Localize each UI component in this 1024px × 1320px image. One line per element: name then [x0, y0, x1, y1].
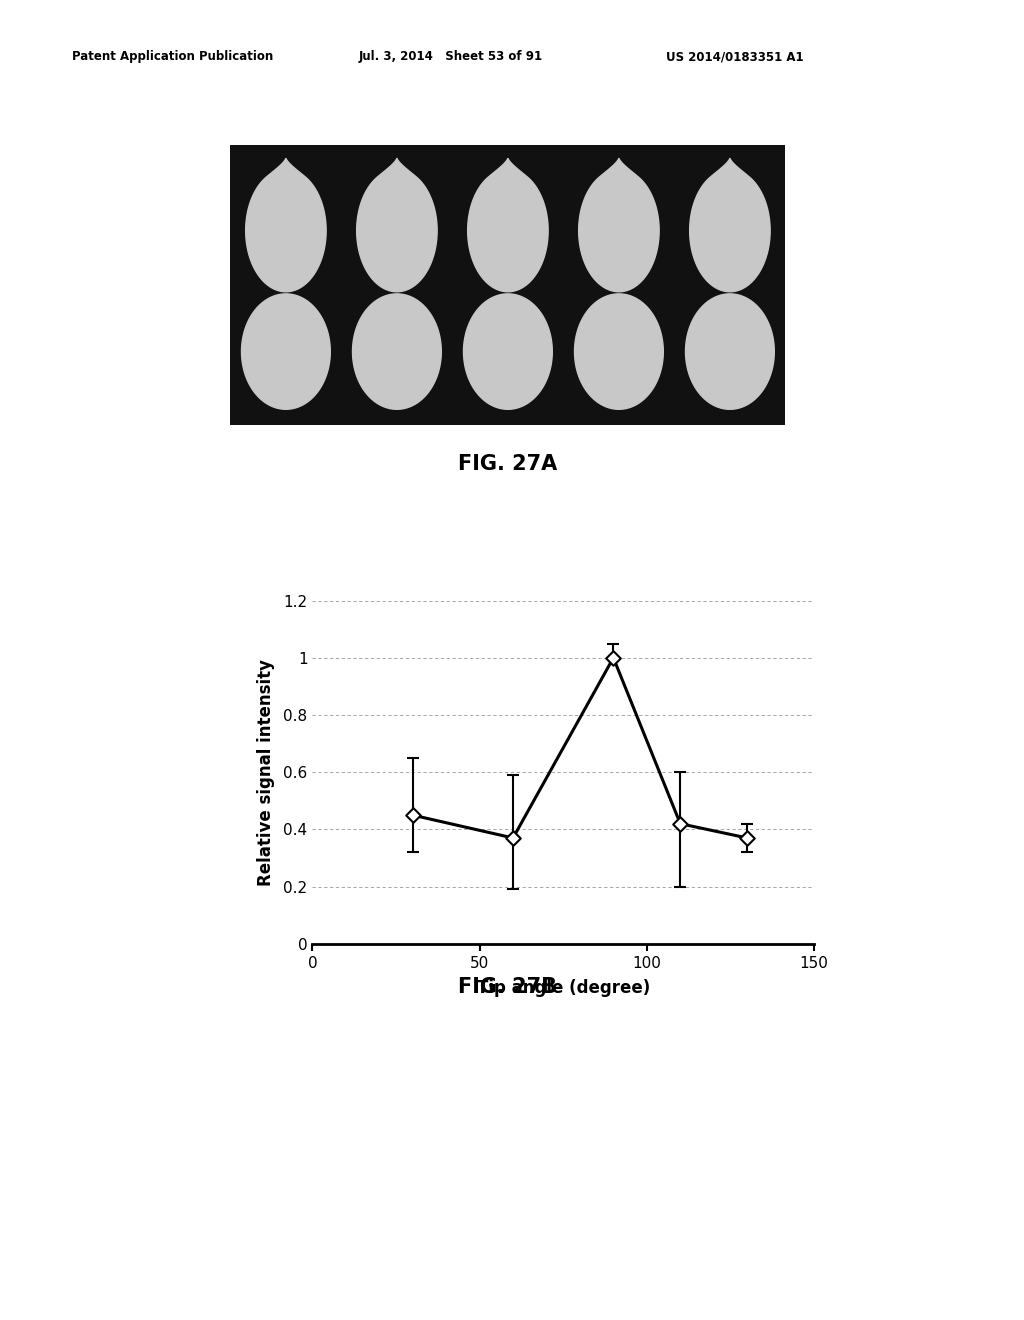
Polygon shape	[464, 294, 552, 409]
Point	[404, 804, 421, 826]
Polygon shape	[352, 294, 441, 409]
Text: US 2014/0183351 A1: US 2014/0183351 A1	[666, 50, 803, 63]
Point	[505, 828, 521, 849]
Text: FIG. 27B: FIG. 27B	[459, 977, 557, 997]
Point	[605, 647, 622, 668]
Polygon shape	[356, 158, 437, 292]
Point	[672, 813, 688, 834]
Polygon shape	[246, 158, 326, 292]
Polygon shape	[685, 294, 774, 409]
X-axis label: Tip angle (degree): Tip angle (degree)	[476, 979, 650, 997]
Polygon shape	[242, 294, 331, 409]
Text: Patent Application Publication: Patent Application Publication	[72, 50, 273, 63]
Polygon shape	[574, 294, 664, 409]
Text: FIG. 27A: FIG. 27A	[459, 454, 557, 474]
Text: Jul. 3, 2014   Sheet 53 of 91: Jul. 3, 2014 Sheet 53 of 91	[358, 50, 543, 63]
Polygon shape	[468, 158, 548, 292]
Polygon shape	[579, 158, 659, 292]
Polygon shape	[690, 158, 770, 292]
Point	[739, 828, 756, 849]
Y-axis label: Relative signal intensity: Relative signal intensity	[257, 659, 274, 886]
